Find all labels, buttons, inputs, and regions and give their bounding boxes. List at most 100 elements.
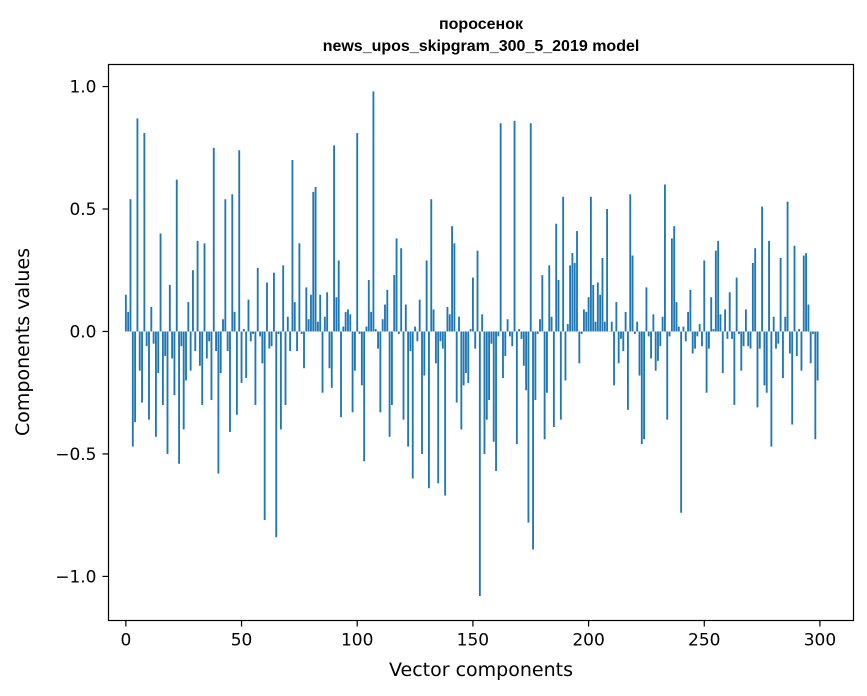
bar-280 (772, 316, 775, 332)
bar-242 (684, 331, 687, 342)
bar-223 (640, 331, 643, 445)
bar-91 (335, 297, 338, 332)
bar-17 (164, 331, 167, 356)
bar-60 (263, 331, 266, 521)
bar-244 (689, 289, 692, 332)
bar-1 (127, 311, 130, 332)
bar-270 (749, 331, 752, 349)
bar-269 (747, 331, 750, 347)
bar-162 (499, 123, 502, 332)
bar-188 (559, 331, 562, 420)
bar-202 (592, 284, 595, 332)
bar-68 (282, 265, 285, 332)
bar-120 (402, 331, 405, 420)
bar-153 (478, 331, 481, 597)
bar-69 (284, 331, 287, 405)
bar-64 (273, 272, 275, 332)
bar-137 (441, 331, 444, 349)
bar-29 (192, 270, 194, 332)
bar-279 (770, 331, 773, 447)
bar-122 (407, 331, 410, 447)
bar-93 (340, 331, 342, 418)
bar-20 (171, 331, 174, 359)
bar-5 (136, 118, 139, 332)
bar-208 (606, 209, 609, 332)
bar-146 (462, 331, 465, 386)
bar-82 (314, 186, 317, 332)
bar-19 (168, 284, 171, 332)
bar-65 (275, 331, 278, 538)
bar-266 (740, 331, 743, 371)
bar-186 (555, 223, 558, 332)
bar-61 (266, 282, 268, 332)
bar-249 (701, 331, 703, 347)
bar-170 (518, 329, 521, 332)
bar-58 (259, 331, 261, 337)
bar-78 (305, 287, 308, 332)
bar-142 (453, 243, 456, 332)
bar-201 (589, 196, 592, 332)
bar-148 (467, 331, 470, 383)
bar-66 (277, 331, 280, 334)
bar-251 (705, 331, 708, 393)
bar-22 (175, 179, 178, 332)
x-axis-ticks: 0 50 100 150 200 250 300 (120, 620, 836, 651)
bar-129 (423, 331, 426, 376)
bar-88 (328, 331, 331, 369)
bar-83 (316, 321, 319, 332)
bar-192 (569, 265, 571, 332)
bar-124 (411, 331, 414, 479)
bar-10 (148, 331, 150, 420)
bar-296 (809, 331, 812, 364)
bar-99 (353, 331, 356, 371)
bar-43 (224, 199, 227, 332)
bar-171 (520, 331, 523, 339)
bar-194 (573, 262, 576, 332)
bar-237 (673, 226, 676, 332)
bar-199 (585, 311, 588, 332)
bar-229 (654, 331, 657, 371)
bar-292 (800, 331, 803, 371)
bar-274 (758, 331, 761, 349)
bar-243 (687, 311, 689, 332)
bar-150 (471, 277, 474, 332)
bar-165 (506, 319, 509, 332)
bar-103 (363, 331, 366, 462)
bar-107 (372, 91, 375, 332)
bar-159 (492, 331, 495, 442)
bar-110 (379, 331, 382, 413)
bar-95 (344, 311, 347, 332)
bar-272 (754, 248, 757, 332)
bar-49 (238, 150, 241, 332)
bar-238 (675, 302, 678, 332)
bar-133 (432, 309, 435, 332)
bar-273 (756, 331, 759, 408)
bar-265 (738, 331, 740, 334)
bar-160 (495, 331, 497, 472)
bar-182 (546, 331, 548, 393)
bar-293 (802, 255, 805, 332)
bar-100 (356, 133, 359, 332)
bar-239 (677, 326, 680, 332)
bar-41 (219, 331, 222, 374)
bars-group (124, 91, 819, 597)
chart-title: поросенок (439, 16, 524, 33)
bar-283 (779, 258, 782, 332)
bar-178 (536, 331, 539, 334)
bar-28 (189, 331, 192, 371)
bar-225 (645, 287, 648, 332)
bar-220 (633, 331, 636, 334)
bar-231 (659, 331, 662, 347)
bar-181 (543, 331, 546, 440)
bar-198 (583, 309, 585, 332)
bar-189 (562, 196, 565, 332)
bar-136 (439, 331, 442, 342)
bar-106 (370, 311, 373, 332)
bar-175 (529, 123, 532, 332)
bar-262 (731, 331, 733, 339)
bar-24 (180, 331, 183, 347)
bar-59 (261, 331, 264, 364)
bar-118 (397, 331, 400, 334)
bar-213 (617, 331, 620, 364)
bar-226 (647, 331, 650, 337)
